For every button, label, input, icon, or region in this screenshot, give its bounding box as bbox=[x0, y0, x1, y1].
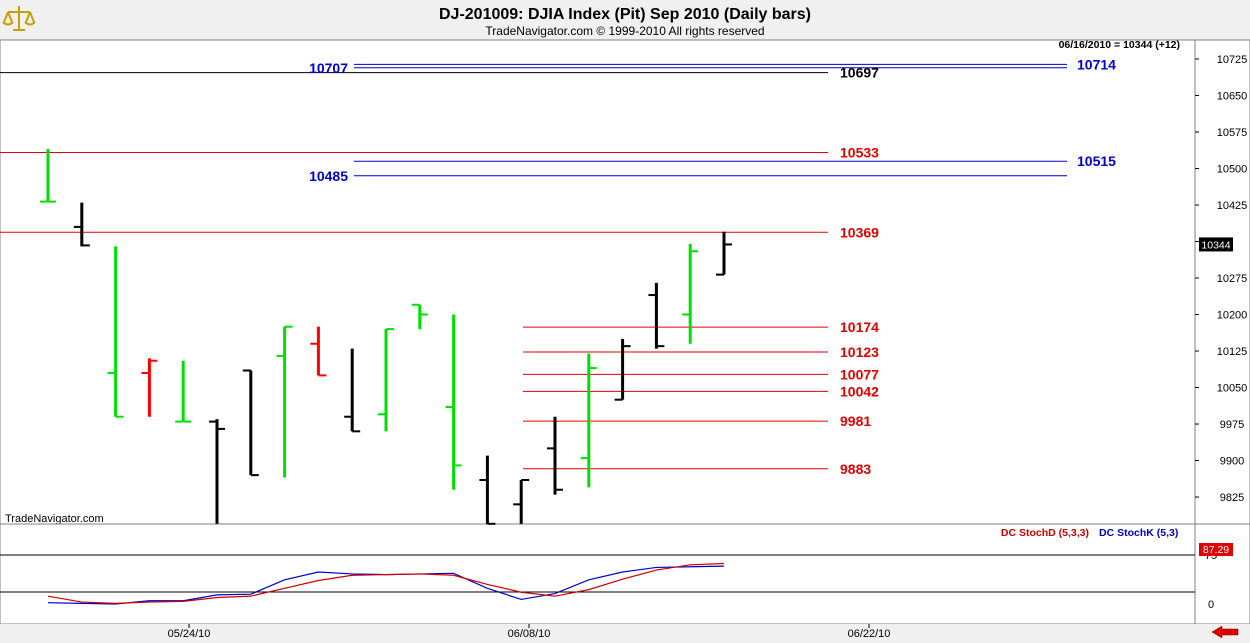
left-arrow-icon[interactable] bbox=[1211, 625, 1239, 639]
y-tick-label: 10425 bbox=[1217, 200, 1248, 212]
ohlc-bar bbox=[411, 303, 428, 330]
ohlc-bar bbox=[276, 325, 293, 478]
stoch-last-value: 87.29 bbox=[1203, 544, 1229, 556]
level-label-10042: 10042 bbox=[840, 383, 879, 399]
watermark-label: TradeNavigator.com bbox=[5, 513, 104, 525]
ohlc-bar bbox=[107, 246, 124, 418]
ohlc-bar bbox=[614, 338, 631, 401]
y-tick-label: 9900 bbox=[1220, 456, 1244, 468]
ohlc-bar bbox=[40, 149, 56, 203]
ohlc-bar bbox=[141, 358, 158, 417]
y-tick-label: 10050 bbox=[1217, 383, 1248, 395]
level-label-9981: 9981 bbox=[840, 413, 871, 429]
blue-level-label-left: 10707 bbox=[309, 60, 348, 76]
price-panel bbox=[0, 39, 1196, 525]
y-tick-label: 9975 bbox=[1220, 419, 1244, 431]
current-price-label: 10344 bbox=[1201, 239, 1230, 251]
chart-subtitle: TradeNavigator.com © 1999-2010 All right… bbox=[485, 24, 764, 38]
ohlc-bar bbox=[513, 478, 530, 524]
y-tick-label: 10725 bbox=[1217, 54, 1248, 66]
ohlc-bar bbox=[344, 348, 361, 433]
stoch-tick-0: 0 bbox=[1208, 599, 1214, 611]
ohlc-bar bbox=[580, 353, 597, 488]
stoch-d-line bbox=[47, 562, 725, 604]
ohlc-bar bbox=[445, 314, 462, 490]
level-label-10533: 10533 bbox=[840, 144, 879, 160]
ohlc-bar bbox=[73, 202, 90, 247]
current-price-box bbox=[1199, 237, 1233, 252]
level-label-10123: 10123 bbox=[840, 344, 879, 360]
stochastic-panel bbox=[0, 523, 1196, 625]
x-tick-label: 06/08/10 bbox=[508, 628, 551, 640]
level-label-10697: 10697 bbox=[840, 65, 879, 81]
stoch-k-legend: DC StochK (5,3) bbox=[1099, 527, 1178, 539]
ohlc-bar bbox=[242, 369, 259, 477]
y-tick-label: 9825 bbox=[1220, 492, 1244, 504]
level-label-10174: 10174 bbox=[840, 319, 879, 335]
blue-level-label-right: 10714 bbox=[1077, 56, 1116, 72]
ohlc-bar bbox=[547, 416, 563, 495]
x-tick-label: 05/24/10 bbox=[168, 628, 211, 640]
ohlc-bar bbox=[716, 231, 732, 276]
y-tick-label: 10275 bbox=[1217, 273, 1248, 285]
ohlc-bar bbox=[378, 328, 394, 432]
y-tick-label: 10200 bbox=[1217, 310, 1248, 322]
y-tick-label: 10125 bbox=[1217, 346, 1248, 358]
stoch-d-legend: DC StochD (5,3,3) bbox=[1001, 527, 1089, 539]
ohlc-bar bbox=[648, 282, 665, 349]
date-axis: 05/24/10 06/08/10 06/22/10 bbox=[168, 624, 891, 640]
y-tick-label: 10500 bbox=[1217, 164, 1248, 176]
logo-icon bbox=[2, 2, 36, 36]
ohlc-bar bbox=[479, 455, 496, 525]
price-axis-panel bbox=[1194, 39, 1250, 525]
level-label-10077: 10077 bbox=[840, 366, 879, 382]
date-axis-panel bbox=[0, 624, 1250, 643]
blue-level-label-right: 10515 bbox=[1077, 153, 1116, 169]
stoch-last-value-box bbox=[1199, 543, 1233, 556]
ohlc-bar bbox=[175, 360, 192, 423]
x-tick-label: 06/22/10 bbox=[848, 628, 891, 640]
level-label-10369: 10369 bbox=[840, 224, 879, 240]
ohlc-bar bbox=[209, 419, 225, 524]
current-price-marker: 10344 bbox=[1199, 237, 1233, 252]
stochastic-axis-panel bbox=[1194, 523, 1250, 625]
blue-level-label-left: 10485 bbox=[309, 168, 348, 184]
chart-title: DJ-201009: DJIA Index (Pit) Sep 2010 (Da… bbox=[439, 6, 811, 23]
price-bars bbox=[40, 149, 732, 525]
last-quote-label: 06/16/2010 = 10344 (+12) bbox=[1059, 39, 1180, 51]
ohlc-bar bbox=[310, 326, 327, 377]
price-axis: 9825 9900 9975 10050 10125 10200 10275 10425 105… bbox=[1195, 54, 1247, 504]
y-tick-label: 10650 bbox=[1217, 91, 1248, 103]
y-tick-label: 10575 bbox=[1217, 127, 1248, 139]
level-label-9883: 9883 bbox=[840, 461, 871, 477]
ohlc-bar bbox=[682, 243, 699, 344]
stochastic-indicator: 750DC StochD (5,3,3)DC StochK (5,3)87.29 bbox=[0, 527, 1233, 611]
